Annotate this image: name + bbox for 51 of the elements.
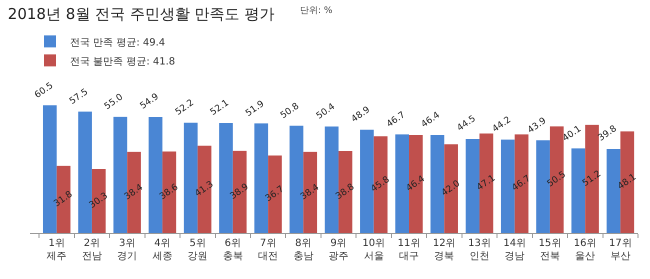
x-tick-label: 16위 울산 xyxy=(574,238,597,262)
chart-title: 2018년 8월 전국 주민생활 만족도 평가 xyxy=(8,4,274,23)
x-tick-label: 12위 경북 xyxy=(432,238,456,262)
data-label: 44.2 xyxy=(490,115,514,135)
data-label: 46.4 xyxy=(420,110,442,130)
legend-label: 전국 불만족 평균: 41.8 xyxy=(70,56,176,68)
data-label: 44.5 xyxy=(456,114,478,134)
x-tick-label: 8위 충남 xyxy=(293,238,314,262)
bar xyxy=(500,140,515,233)
x-tick-label: 1위 제주 xyxy=(46,238,67,262)
data-label: 46.4 xyxy=(404,174,428,194)
bar xyxy=(374,136,388,233)
legend-label: 전국 만족 평균: 49.4 xyxy=(70,37,166,48)
x-tick-label: 10위 서울 xyxy=(362,238,386,262)
bar xyxy=(395,134,410,233)
bar xyxy=(409,135,423,233)
data-label: 42.0 xyxy=(440,178,462,199)
x-tick-label: 2위 전남 xyxy=(82,238,102,262)
data-label: 48.1 xyxy=(616,172,638,192)
data-label: 43.9 xyxy=(526,116,549,136)
bar xyxy=(430,135,444,233)
x-tick-label: 6위 충북 xyxy=(222,238,243,262)
bar xyxy=(466,139,480,233)
x-tick-label: 17위 부산 xyxy=(609,238,632,262)
data-label: 47.1 xyxy=(475,173,498,194)
bar xyxy=(444,144,458,233)
data-label: 54.9 xyxy=(138,92,161,112)
x-tick-label: 9위 광주 xyxy=(328,238,349,262)
x-tick-label: 11위 대구 xyxy=(398,238,420,262)
x-tick-label: 7위 대전 xyxy=(258,238,278,262)
data-label: 45.8 xyxy=(369,174,392,195)
bar xyxy=(360,130,374,233)
data-label: 48.9 xyxy=(350,104,372,125)
x-tick-label: 13위 인천 xyxy=(468,238,491,262)
x-tick-label: 15위 전북 xyxy=(538,238,562,262)
bar xyxy=(606,148,620,233)
bar xyxy=(184,122,198,233)
bar xyxy=(479,134,494,233)
x-tick-label: 14위 경남 xyxy=(503,238,526,262)
x-tick-label: 5위 강원 xyxy=(188,238,208,262)
data-label: 40.1 xyxy=(561,124,584,144)
bar xyxy=(620,131,634,233)
data-label: 41.3 xyxy=(193,180,216,200)
data-label: 46.7 xyxy=(385,110,408,130)
data-label: 52.1 xyxy=(208,98,231,118)
x-tick-label: 3위 경기 xyxy=(117,238,138,262)
bar xyxy=(198,146,212,233)
bar xyxy=(514,134,528,233)
x-tick-label: 4위 세종 xyxy=(152,238,172,262)
data-label: 46.7 xyxy=(510,174,533,194)
chart-subtitle: 단위: % xyxy=(300,6,333,16)
